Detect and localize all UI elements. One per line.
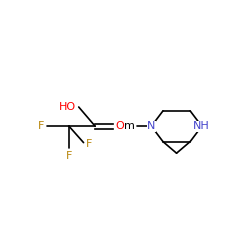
Text: NH: NH bbox=[194, 121, 210, 131]
Text: F: F bbox=[86, 138, 92, 148]
Text: HO: HO bbox=[59, 102, 76, 112]
Text: F: F bbox=[38, 121, 44, 131]
Text: F: F bbox=[66, 151, 72, 161]
Text: O: O bbox=[115, 121, 124, 131]
Text: m: m bbox=[124, 121, 134, 131]
Text: N: N bbox=[147, 121, 156, 131]
